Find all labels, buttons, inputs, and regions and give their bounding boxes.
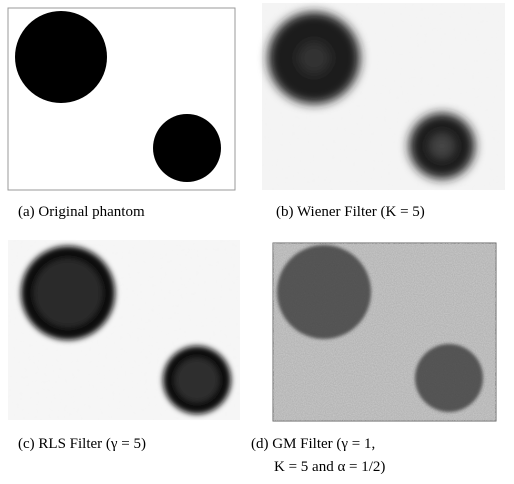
caption-c: (c) RLS Filter (γ = 5) bbox=[18, 436, 146, 453]
caption-d-line-2: K = 5 and α = 1/2) bbox=[274, 459, 385, 476]
caption-text: Original phantom bbox=[38, 204, 144, 220]
panel-b-image bbox=[262, 3, 505, 190]
caption-text: K = 5 and α = 1/2) bbox=[274, 459, 385, 475]
panel-label: (c) bbox=[18, 436, 35, 452]
caption-text: RLS Filter (γ = 5) bbox=[38, 436, 146, 452]
panel-c-image bbox=[8, 240, 240, 420]
caption-d: (d) GM Filter (γ = 1, bbox=[251, 436, 375, 453]
panel-label: (a) bbox=[18, 204, 35, 220]
figure-images bbox=[0, 0, 514, 484]
figure: (a) Original phantom (b) Wiener Filter (… bbox=[0, 0, 514, 484]
caption-text: Wiener Filter (K = 5) bbox=[297, 204, 425, 220]
panel-label: (d) bbox=[251, 436, 269, 452]
panel-a-image bbox=[8, 8, 235, 190]
caption-a: (a) Original phantom bbox=[18, 204, 145, 221]
panel-d-image bbox=[273, 243, 496, 421]
caption-text: GM Filter (γ = 1, bbox=[272, 436, 375, 452]
caption-b: (b) Wiener Filter (K = 5) bbox=[276, 204, 425, 221]
panel-label: (b) bbox=[276, 204, 294, 220]
